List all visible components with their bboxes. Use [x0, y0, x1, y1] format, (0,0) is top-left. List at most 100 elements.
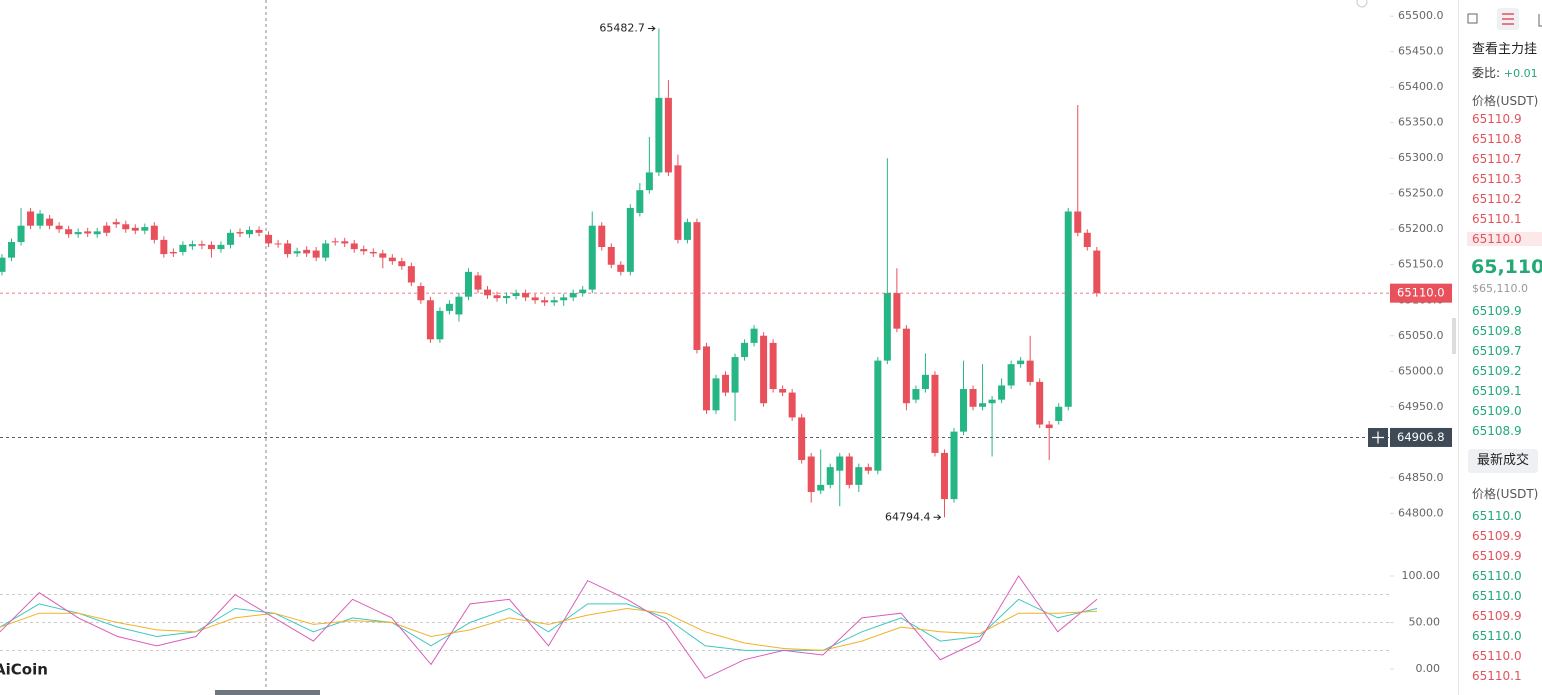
candle-body	[1083, 232, 1091, 247]
y-tick-label: 65200.0	[1398, 222, 1444, 235]
candle-body	[988, 399, 996, 404]
ask[interactable]: 65110.2	[1472, 192, 1522, 206]
candle-body	[607, 246, 615, 265]
candle-body	[617, 264, 625, 272]
candle-body	[712, 378, 720, 411]
trade[interactable]: 65110.0	[1472, 589, 1522, 603]
trade[interactable]: 65110.0	[1472, 569, 1522, 583]
candle-body	[674, 165, 682, 240]
candle-body	[912, 389, 920, 400]
icon[interactable]	[1356, 0, 1368, 8]
candle-body	[598, 225, 606, 247]
icon[interactable]	[1467, 13, 1478, 24]
toolbar	[1467, 8, 1542, 30]
ask[interactable]: 65110.8	[1472, 132, 1522, 146]
candle-body	[579, 289, 587, 294]
price-header: 价格(USDT)	[1472, 94, 1539, 108]
bid[interactable]: 65109.7	[1472, 344, 1522, 358]
candle-body	[236, 232, 244, 234]
ask[interactable]: 65110.3	[1472, 172, 1522, 186]
candle-body	[255, 229, 263, 233]
candle-body	[331, 241, 339, 243]
candle-body	[141, 227, 149, 231]
candle-body	[84, 231, 92, 234]
candle-body	[55, 225, 63, 230]
trade[interactable]: 65110.0	[1472, 629, 1522, 643]
ratio: 委比: +0.01	[1472, 64, 1538, 81]
candle-body	[1007, 364, 1015, 386]
y-tick-label: 65350.0	[1398, 116, 1444, 129]
price-tag-label: 65110.0	[1397, 286, 1445, 300]
bid[interactable]: 65109.2	[1472, 364, 1522, 378]
ask[interactable]: 65110.1	[1472, 212, 1522, 226]
ask[interactable]: 65110.0	[1467, 232, 1542, 246]
trade[interactable]: 65109.9	[1472, 549, 1522, 563]
y-tick-label: 64800.0	[1398, 506, 1444, 519]
trade[interactable]: 65109.9	[1472, 529, 1522, 543]
candle-body	[921, 374, 929, 390]
candle-body	[750, 328, 758, 343]
bid[interactable]: 65109.0	[1472, 404, 1522, 418]
ask[interactable]: 65110.9	[1472, 112, 1522, 126]
candle-body	[836, 456, 844, 471]
candle-body	[760, 335, 768, 404]
bid[interactable]: 65108.9	[1472, 424, 1522, 438]
y-tick-label: 65500.0	[1398, 9, 1444, 22]
candle-body	[902, 328, 910, 404]
ask[interactable]: 65110.7	[1472, 152, 1522, 166]
candle-body	[341, 241, 349, 244]
candle-body	[503, 295, 511, 299]
candle-body	[493, 295, 501, 299]
candle-body	[417, 286, 425, 301]
trades-button[interactable]: 最新成交	[1468, 449, 1538, 473]
last-price: 65,110.0	[1471, 256, 1542, 278]
title[interactable]: 查看主力挂	[1472, 42, 1538, 57]
candle-body	[522, 293, 530, 298]
candle-body	[1055, 406, 1063, 421]
candle-body	[74, 232, 82, 235]
y-tick-label: 65300.0	[1398, 151, 1444, 164]
candle-body	[531, 297, 539, 301]
bid[interactable]: 65109.9	[1472, 304, 1522, 318]
candle-body	[246, 229, 254, 235]
candle-body	[1064, 211, 1072, 407]
chart: AiCoin 65500.0 65450.0 65400.0 65350.0 65300…	[0, 0, 1456, 695]
price-tag	[1390, 427, 1452, 447]
ratio-value: +0.01	[1503, 67, 1538, 80]
candle-body	[560, 297, 568, 301]
candle-body	[550, 300, 558, 303]
icon[interactable]	[1538, 14, 1542, 27]
candle-body	[46, 218, 54, 226]
candle-body	[464, 271, 472, 297]
extreme-arrow	[647, 25, 656, 32]
trade[interactable]: 65109.9	[1472, 609, 1522, 623]
candle-body	[588, 225, 596, 290]
candle-body	[655, 97, 663, 173]
bid[interactable]: 65109.8	[1472, 324, 1522, 338]
trade[interactable]: 65110.0	[1472, 509, 1522, 523]
candle-body	[8, 242, 16, 258]
candle-body	[940, 452, 948, 500]
scrollbar[interactable]	[215, 690, 320, 695]
collapse-tab[interactable]	[1452, 318, 1456, 354]
candle-body	[1036, 381, 1044, 425]
extreme-label: 65482.7	[599, 21, 645, 34]
bid[interactable]: 65109.1	[1472, 384, 1522, 398]
layer	[0, 15, 1394, 670]
candle-body	[636, 190, 644, 213]
y-tick-label: 50.00	[1409, 616, 1441, 629]
candle-body	[360, 249, 368, 252]
y-tick-label: 65450.0	[1398, 45, 1444, 58]
indicator-line	[0, 598, 1098, 651]
candle-body	[131, 227, 139, 231]
trade[interactable]: 65110.1	[1472, 669, 1522, 683]
candle-body	[807, 456, 815, 492]
y-tick-label: 100.00	[1402, 569, 1441, 582]
candle-body	[322, 243, 330, 258]
extreme-label: 64794.4	[885, 510, 931, 523]
trade[interactable]: 65110.0	[1472, 649, 1522, 663]
side-panel: 查看主力挂 委比: +0.01 价格(USDT) 65110.9 65110.8 6…	[1458, 0, 1542, 695]
candle-body	[512, 293, 520, 296]
candle-body	[1045, 424, 1053, 429]
